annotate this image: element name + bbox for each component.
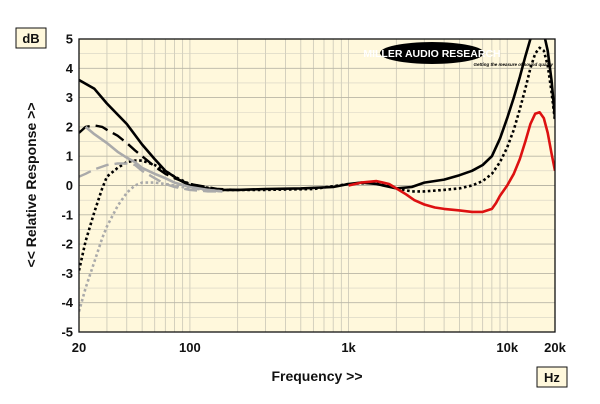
- y-axis-title: << Relative Response >>: [23, 103, 39, 268]
- x-tick-label: 20: [72, 340, 86, 355]
- response-curve-5: [79, 162, 223, 193]
- y-unit-box: [15, 27, 47, 49]
- plot-frame: [78, 38, 556, 333]
- grid-lines: [78, 38, 556, 333]
- brand-logo: MILLER AUDIO RESEARCH Getting the measur…: [363, 42, 553, 67]
- x-tick-label: 10k: [496, 340, 518, 355]
- x-axis-title: Frequency >>: [271, 368, 362, 384]
- response-curve-4: [84, 125, 223, 193]
- y-tick-label: -2: [61, 237, 73, 252]
- response-curve-2: [79, 124, 238, 192]
- x-tick-labels: 20 100 1k 10k 20k: [72, 340, 567, 355]
- response-curve-7: [348, 111, 555, 214]
- y-unit-badge: dB: [15, 27, 47, 49]
- x-unit-label: Hz: [544, 370, 560, 385]
- y-tick-label: -1: [61, 207, 73, 222]
- y-tick-label: 5: [66, 32, 73, 47]
- y-tick-label: -5: [61, 325, 73, 340]
- x-unit-badge: Hz: [536, 366, 568, 388]
- response-curve-3: [79, 46, 555, 271]
- y-tick-label: 4: [66, 61, 74, 76]
- logo-brand-text: MILLER AUDIO RESEARCH: [363, 48, 500, 60]
- x-tick-label: 20k: [544, 340, 566, 355]
- x-unit-box: [536, 366, 568, 388]
- y-tick-label: -4: [61, 295, 73, 310]
- y-tick-label: -3: [61, 266, 73, 281]
- x-tick-label: 100: [179, 340, 201, 355]
- logo-tagline: Getting the measure of sound quality: [473, 62, 553, 67]
- x-tick-label: 1k: [341, 340, 356, 355]
- y-tick-label: 0: [66, 178, 73, 193]
- y-tick-label: 1: [66, 149, 73, 164]
- y-tick-label: 3: [66, 90, 73, 105]
- y-unit-label: dB: [22, 31, 39, 46]
- y-tick-label: 2: [66, 119, 73, 134]
- y-tick-labels: 5 4 3 2 1 0 -1 -2 -3 -4 -5: [61, 32, 73, 340]
- response-curves: [79, 39, 555, 312]
